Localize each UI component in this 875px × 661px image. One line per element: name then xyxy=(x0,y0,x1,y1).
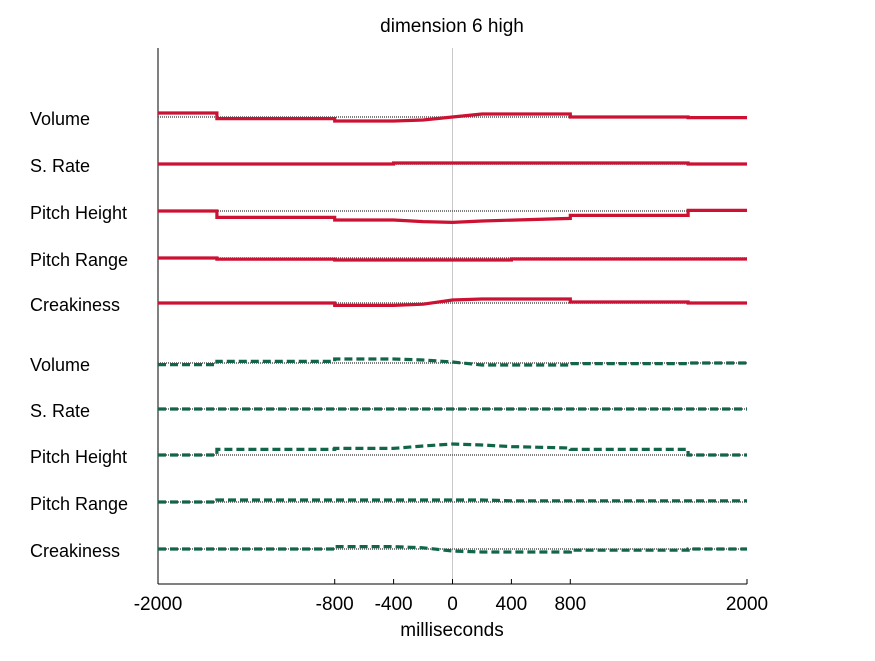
chart-title: dimension 6 high xyxy=(380,16,524,37)
row-label-3: Pitch Range xyxy=(30,250,128,270)
trace-series-1-row-3 xyxy=(158,498,747,504)
trace-series-1-row-0 xyxy=(158,357,747,367)
row-label-0: Volume xyxy=(30,109,90,129)
trace-series-0-row-1 xyxy=(158,161,747,166)
plot-area: -2000 -800 -400 0 400 800 2000 Volume S. Rate Pit… xyxy=(30,48,768,615)
x-tick-label-3: 0 xyxy=(447,594,458,615)
trace-series-0-row-0 xyxy=(158,111,747,123)
row-label-9: Creakiness xyxy=(30,541,120,561)
x-tick-label-4: 400 xyxy=(496,594,528,615)
x-tick-label-5: 800 xyxy=(554,594,586,615)
row-label-2: Pitch Height xyxy=(30,203,127,223)
trace-series-0-row-2 xyxy=(158,208,747,225)
x-tick-label-0: -2000 xyxy=(134,594,183,615)
trace-series-0-row-3 xyxy=(158,256,747,262)
x-tick-label-2: -400 xyxy=(375,594,413,615)
x-tick-label-1: -800 xyxy=(316,594,354,615)
row-label-6: S. Rate xyxy=(30,401,90,421)
x-tick-label-6: 2000 xyxy=(726,594,768,615)
trace-series-1-row-4 xyxy=(158,545,747,554)
row-label-4: Creakiness xyxy=(30,295,120,315)
x-axis-label: milliseconds xyxy=(400,620,503,641)
row-label-7: Pitch Height xyxy=(30,447,127,467)
row-label-5: Volume xyxy=(30,355,90,375)
trace-series-0-row-4 xyxy=(158,297,747,307)
row-label-8: Pitch Range xyxy=(30,494,128,514)
row-label-1: S. Rate xyxy=(30,156,90,176)
trace-series-1-row-2 xyxy=(158,442,747,457)
